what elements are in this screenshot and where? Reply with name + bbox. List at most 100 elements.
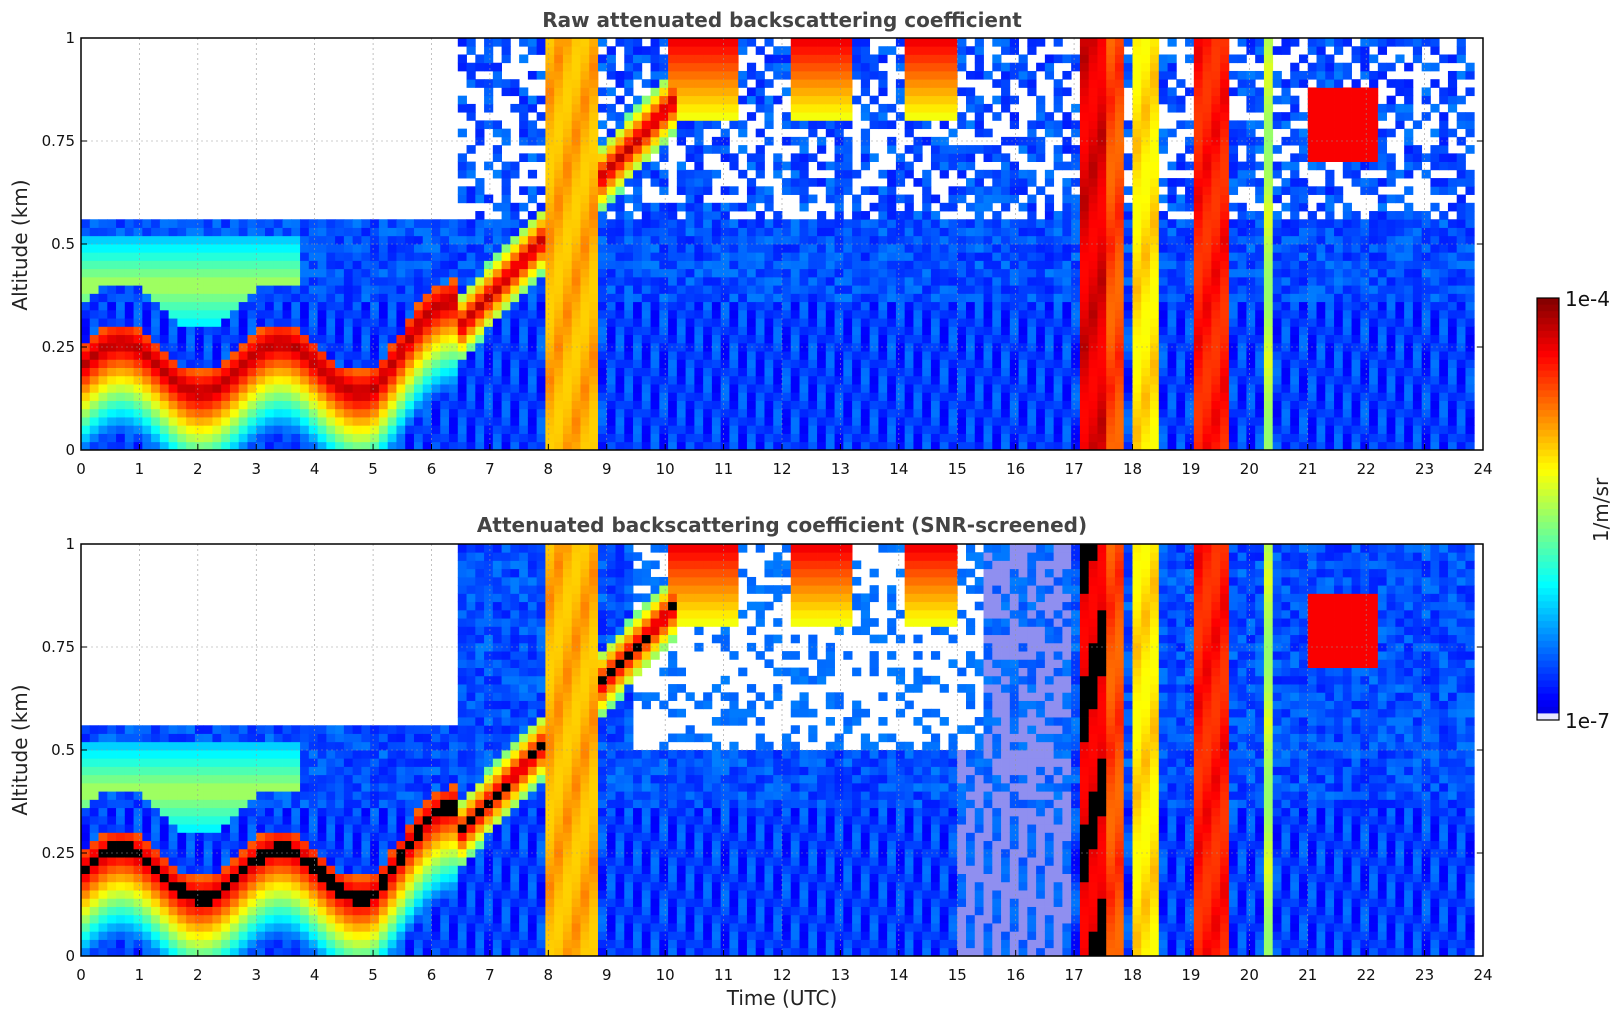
- heatmap-cell: [808, 417, 818, 426]
- heatmap-cell: [107, 408, 117, 418]
- heatmap-cell: [1079, 169, 1090, 179]
- heatmap-cell: [107, 227, 117, 237]
- heatmap-cell: [1176, 219, 1186, 228]
- heatmap-cell: [361, 309, 371, 319]
- heatmap-cell: [186, 301, 196, 311]
- heatmap-cell: [1001, 342, 1011, 352]
- heatmap-cell: [527, 359, 538, 368]
- heatmap-cell: [580, 384, 590, 393]
- heatmap-cell: [974, 268, 984, 278]
- heatmap-cell: [300, 227, 310, 237]
- heatmap-cell: [449, 400, 459, 410]
- heatmap-cell: [1176, 79, 1186, 88]
- heatmap-cell: [738, 309, 748, 319]
- heatmap-cell: [895, 326, 906, 336]
- heatmap-cell: [1071, 62, 1081, 72]
- heatmap-cell: [440, 342, 450, 352]
- heatmap-cell: [895, 408, 906, 418]
- heatmap-cell: [974, 178, 984, 187]
- heatmap-cell: [755, 244, 765, 253]
- heatmap-cell: [992, 38, 1002, 47]
- heatmap-cell: [703, 38, 713, 47]
- heatmap-cell: [606, 62, 616, 72]
- heatmap-cell: [510, 276, 520, 286]
- heatmap-cell: [413, 433, 424, 443]
- heatmap-cell: [536, 38, 546, 47]
- heatmap-cell: [282, 309, 292, 319]
- heatmap-cell: [317, 408, 327, 418]
- heatmap-cell: [992, 178, 1002, 187]
- heatmap-cell: [142, 318, 152, 327]
- heatmap-cell: [1079, 62, 1090, 72]
- heatmap-cell: [1202, 318, 1212, 327]
- heatmap-cell: [624, 54, 634, 64]
- heatmap-cell: [1001, 293, 1011, 303]
- heatmap-cell: [571, 285, 581, 294]
- heatmap-cell: [869, 342, 879, 352]
- heatmap-cell: [711, 169, 722, 179]
- heatmap-cell: [922, 417, 932, 426]
- heatmap-cell: [229, 276, 240, 286]
- heatmap-cell: [887, 375, 897, 385]
- heatmap-cell: [922, 252, 932, 261]
- heatmap-cell: [720, 136, 730, 146]
- heatmap-cell: [1114, 326, 1125, 336]
- heatmap-cell: [1176, 342, 1186, 352]
- heatmap-cell: [1185, 178, 1195, 187]
- heatmap-cell: [282, 384, 292, 393]
- heatmap-cell: [624, 359, 634, 368]
- heatmap-cell: [265, 408, 275, 418]
- heatmap-cell: [1001, 417, 1011, 426]
- heatmap-cell: [273, 235, 283, 245]
- heatmap-cell: [352, 318, 362, 327]
- heatmap-cell: [895, 334, 906, 344]
- heatmap-cell: [562, 54, 573, 64]
- heatmap-cell: [168, 309, 178, 319]
- heatmap-cell: [1036, 186, 1046, 195]
- heatmap-cell: [194, 285, 205, 294]
- heatmap-cell: [1150, 375, 1160, 385]
- heatmap-cell: [668, 309, 678, 319]
- heatmap-cell: [1202, 120, 1212, 130]
- heatmap-cell: [1001, 169, 1011, 179]
- heatmap-cell: [948, 301, 958, 311]
- heatmap-cell: [1202, 433, 1212, 443]
- heatmap-cell: [370, 260, 380, 270]
- heatmap-cell: [615, 186, 625, 195]
- heatmap-cell: [300, 425, 310, 434]
- heatmap-cell: [895, 276, 906, 286]
- heatmap-cell: [676, 301, 687, 311]
- heatmap-cell: [343, 252, 354, 261]
- heatmap-cell: [852, 301, 862, 311]
- heatmap-cell: [720, 95, 730, 105]
- heatmap-cell: [834, 128, 844, 138]
- heatmap-cell: [1202, 252, 1212, 261]
- heatmap-cell: [457, 375, 467, 385]
- heatmap-cell: [177, 359, 187, 368]
- heatmap-cell: [676, 70, 687, 80]
- heatmap-cell: [597, 38, 608, 47]
- heatmap-cell: [852, 351, 862, 360]
- heatmap-cell: [1106, 342, 1116, 352]
- heatmap-cell: [930, 227, 941, 237]
- heatmap-cell: [282, 293, 292, 303]
- heatmap-cell: [597, 235, 608, 245]
- heatmap-cell: [1150, 342, 1160, 352]
- heatmap-cell: [764, 120, 774, 130]
- heatmap-cell: [335, 326, 345, 336]
- heatmap-cell: [562, 441, 573, 451]
- heatmap-cell: [1114, 252, 1125, 261]
- heatmap-cell: [562, 70, 573, 80]
- heatmap-cell: [852, 38, 862, 47]
- heatmap-cell: [790, 219, 800, 228]
- heatmap-cell: [1106, 87, 1116, 97]
- heatmap-cell: [703, 318, 713, 327]
- heatmap-cell: [562, 194, 573, 204]
- heatmap-cell: [817, 54, 827, 64]
- heatmap-cell: [300, 441, 310, 451]
- heatmap-cell: [694, 318, 704, 327]
- heatmap-cell: [930, 38, 941, 47]
- heatmap-cell: [343, 318, 354, 327]
- heatmap-cell: [1027, 276, 1037, 286]
- heatmap-cell: [983, 384, 993, 393]
